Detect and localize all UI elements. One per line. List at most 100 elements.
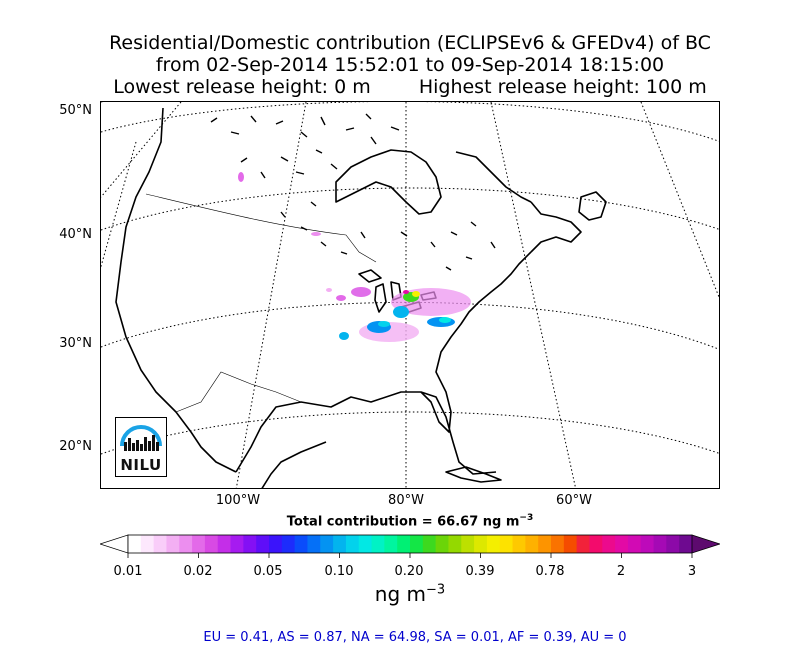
- colorbar-tick-label: 0.01: [113, 564, 143, 579]
- colorbar-cell: [192, 535, 206, 553]
- nilu-logo-text: NILU: [120, 456, 162, 474]
- cuba: [445, 466, 502, 483]
- colorbar-cell: [320, 535, 334, 553]
- colorbar-cell: [499, 535, 514, 553]
- borders: [145, 193, 377, 413]
- regional-contributions: EU = 0.41, AS = 0.87, NA = 64.98, SA = 0…: [203, 630, 627, 645]
- nilu-logo: NILU: [115, 417, 167, 477]
- lon-label-80w: 80°W: [388, 493, 424, 508]
- nilu-logo-mark: [120, 425, 162, 451]
- colorbar-tick-label: 0.20: [394, 564, 424, 579]
- parallel-20n: [101, 411, 719, 455]
- lat-label-40: 40°N: [59, 227, 92, 242]
- colorbar-cell: [666, 535, 680, 553]
- parallel-40n: [101, 187, 719, 231]
- colorbar-cell: [217, 535, 232, 553]
- colorbar: [100, 534, 720, 558]
- title-line-3: Lowest release height: 0 m Highest relea…: [0, 76, 800, 98]
- colorbar-units-exponent: −3: [426, 582, 446, 598]
- hudson-bay: [335, 149, 442, 215]
- colorbar-extend-low: [100, 534, 129, 554]
- colorbar-cell: [448, 535, 462, 553]
- map-panel: [100, 101, 720, 489]
- canada-us-border: [145, 193, 377, 263]
- colorbar-tick-label: 0.02: [183, 564, 213, 579]
- colorbar-cell: [397, 535, 411, 553]
- colorbar-cell: [576, 535, 590, 553]
- colorbar-cell: [358, 535, 373, 553]
- colorbar-cell: [563, 535, 578, 553]
- colorbar-tick-label: 0.10: [324, 564, 354, 579]
- colorbar-tick-label: 0.05: [253, 564, 283, 579]
- colorbar-cell: [204, 535, 219, 553]
- lat-label-50: 50°N: [59, 103, 92, 118]
- colorbar-cell: [486, 535, 501, 553]
- highest-release-height: Highest release height: 100 m: [418, 76, 707, 98]
- colorbar-cell: [294, 535, 308, 553]
- colorbar-cell: [333, 535, 347, 553]
- colorbar-cell: [525, 535, 539, 553]
- parallel-50n-b: [101, 102, 719, 142]
- colorbar-cell: [474, 535, 488, 553]
- map-canvas: [101, 102, 719, 488]
- lon-label-60w: 60°W: [556, 493, 592, 508]
- total-contribution: Total contribution = 66.67 ng m−3: [0, 513, 800, 529]
- colorbar-cell: [307, 535, 321, 553]
- colorbar-cell: [345, 535, 360, 553]
- colorbar-tick-label: 0.78: [535, 564, 565, 579]
- colorbar-ticks: [127, 553, 693, 558]
- colorbar-cell: [435, 535, 449, 553]
- arctic-islands: [210, 113, 496, 271]
- pacific-coast: [115, 107, 237, 473]
- colorbar-cell: [512, 535, 526, 553]
- lake-michigan: [374, 283, 387, 313]
- colorbar-units-text: ng m: [374, 582, 427, 606]
- total-contribution-text: Total contribution = 66.67 ng m: [286, 514, 520, 530]
- colorbar-cell: [602, 535, 616, 553]
- colorbar-cell: [243, 535, 257, 553]
- colorbar-cell: [384, 535, 398, 553]
- lowest-release-height: Lowest release height: 0 m: [113, 76, 371, 98]
- colorbar-cell: [269, 535, 283, 553]
- colorbar-tick-label: 2: [616, 564, 626, 579]
- graticule: [101, 102, 719, 488]
- colorbar-units: ng m−3: [0, 582, 800, 606]
- colorbar-cell: [153, 535, 167, 553]
- colorbar-cells: [128, 535, 693, 553]
- colorbar-cell: [140, 535, 155, 553]
- lake-superior: [358, 269, 382, 283]
- colorbar-cell: [179, 535, 193, 553]
- colorbar-cell: [410, 535, 424, 553]
- colorbar-cell: [627, 535, 642, 553]
- maritimes-coast: [530, 201, 582, 253]
- coastlines: [115, 107, 607, 488]
- colorbar-extend-high: [691, 534, 720, 554]
- colorbar-cell: [538, 535, 552, 553]
- meridian-40w: [640, 102, 719, 299]
- colorbar-cell: [166, 535, 180, 553]
- newfoundland: [578, 191, 607, 221]
- lat-label-30: 30°N: [59, 336, 92, 351]
- meridian-110w: [101, 102, 182, 198]
- colorbar-cell: [653, 535, 667, 553]
- colorbar-cell: [230, 535, 244, 553]
- labrador-coast: [455, 151, 532, 203]
- colorbar-cell: [461, 535, 475, 553]
- colorbar-cell: [371, 535, 385, 553]
- colorbar-cell: [128, 535, 142, 553]
- colorbar-cell: [589, 535, 603, 553]
- us-mexico-border: [175, 371, 302, 413]
- colorbar-cell: [551, 535, 565, 553]
- gulf-coast: [235, 391, 497, 475]
- atlantic-coast: [420, 251, 532, 433]
- title-line-2: from 02-Sep-2014 15:52:01 to 09-Sep-2014…: [155, 54, 665, 76]
- title-line-1: Residential/Domestic contribution (ECLIP…: [109, 32, 711, 54]
- meridian-100w: [235, 102, 307, 488]
- lat-label-20: 20°N: [59, 439, 92, 454]
- colorbar-tick-label: 0.39: [465, 564, 495, 579]
- meridian-60w: [490, 102, 577, 488]
- colorbar-cell: [256, 535, 270, 553]
- colorbar-cell: [640, 535, 655, 553]
- colorbar-cell: [281, 535, 296, 553]
- colorbar-tick-label: 3: [687, 564, 697, 579]
